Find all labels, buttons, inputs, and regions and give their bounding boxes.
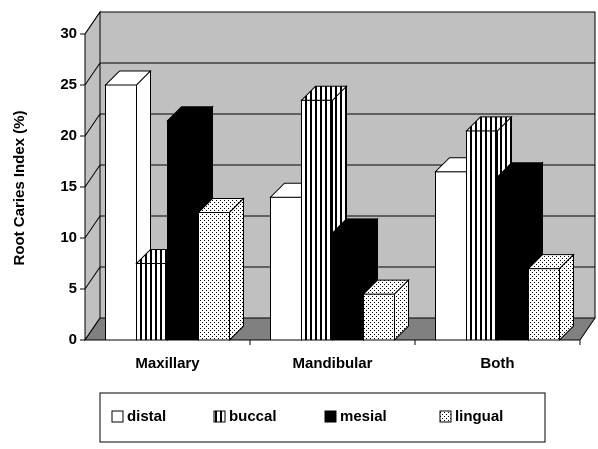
bar-side bbox=[559, 253, 574, 342]
bar-front bbox=[497, 176, 529, 341]
y-tick-label: 30 bbox=[60, 25, 77, 42]
legend-label: mesial bbox=[340, 408, 387, 425]
grid-line bbox=[84, 62, 595, 86]
bar bbox=[362, 278, 410, 342]
y-tick-label: 10 bbox=[60, 229, 77, 246]
legend: distal buccal mesial lingual bbox=[99, 392, 546, 443]
bar-front bbox=[363, 293, 395, 341]
grid-line bbox=[84, 266, 595, 290]
x-tick-label: Maxillary bbox=[135, 355, 200, 372]
legend-swatch bbox=[111, 410, 124, 423]
bar-front bbox=[198, 212, 230, 341]
bar-front bbox=[332, 232, 364, 341]
legend-swatch bbox=[213, 410, 226, 423]
y-tick-label: 15 bbox=[60, 178, 77, 195]
bar-front bbox=[528, 268, 560, 341]
grid-line bbox=[84, 317, 595, 341]
bar-front bbox=[136, 263, 168, 341]
bar bbox=[527, 253, 575, 342]
bar-side bbox=[394, 278, 409, 342]
bar bbox=[331, 217, 379, 342]
bar bbox=[197, 197, 245, 342]
bar bbox=[166, 105, 214, 342]
y-tick-label: 0 bbox=[69, 331, 77, 348]
bar-front bbox=[466, 130, 498, 341]
y-axis-label: Root Caries Index (%) bbox=[11, 110, 28, 265]
y-tick-label: 20 bbox=[60, 127, 77, 144]
y-tick-label: 25 bbox=[60, 76, 77, 93]
legend-label: distal bbox=[127, 408, 166, 425]
legend-box bbox=[99, 392, 546, 443]
bar-front bbox=[301, 99, 333, 341]
legend-label: lingual bbox=[455, 408, 503, 425]
bar-front bbox=[435, 171, 467, 341]
grid-line bbox=[84, 11, 595, 35]
y-tick-label: 5 bbox=[69, 280, 77, 297]
bar-front bbox=[270, 196, 302, 341]
legend-swatch bbox=[324, 410, 337, 423]
x-tick-label: Both bbox=[480, 355, 514, 372]
x-tick-label: Mandibular bbox=[292, 355, 372, 372]
legend-label: buccal bbox=[229, 408, 277, 425]
bar-side bbox=[229, 197, 244, 342]
bar bbox=[496, 161, 544, 342]
bar-front bbox=[167, 120, 199, 341]
grid-line bbox=[84, 215, 595, 239]
bar-front bbox=[105, 84, 137, 341]
grid-line bbox=[84, 164, 595, 188]
grid-line bbox=[84, 113, 595, 137]
legend-swatch bbox=[439, 410, 452, 423]
